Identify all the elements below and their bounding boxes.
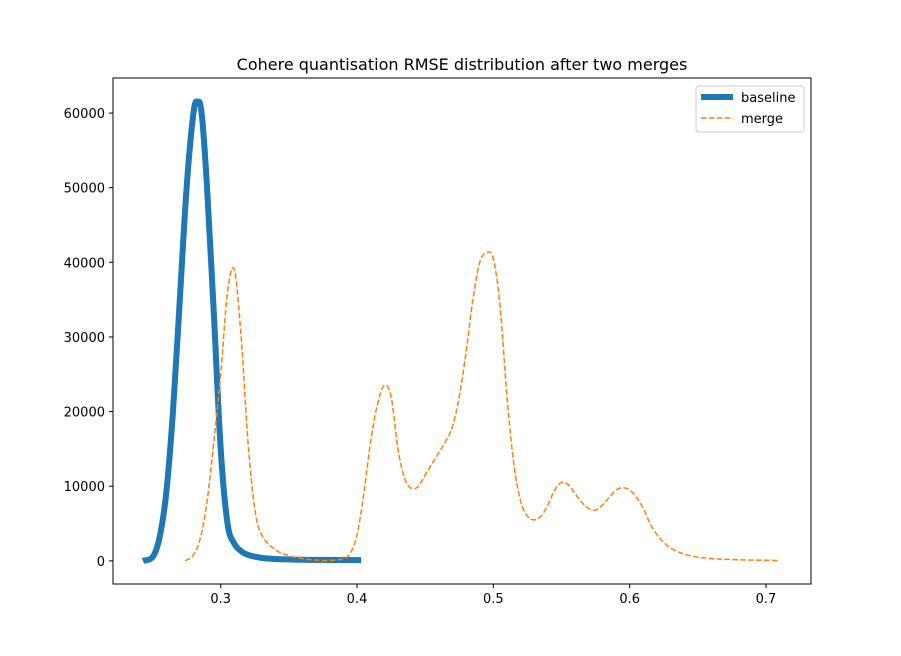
y-tick-label: 0	[97, 555, 105, 570]
legend: baseline merge	[695, 85, 805, 133]
y-tick-label: 20000	[64, 406, 105, 421]
y-tick-label: 60000	[64, 107, 105, 122]
axes-frame	[112, 77, 812, 585]
chart-title: Cohere quantisation RMSE distribution af…	[237, 55, 688, 74]
y-axis: 0 10000 20000 30000 40000 50000 60000	[64, 107, 113, 570]
x-tick-label: 0.5	[483, 592, 504, 607]
plot-area	[141, 98, 780, 564]
y-tick-label: 30000	[64, 331, 105, 346]
series-layer	[141, 98, 780, 564]
series-line-merge	[184, 251, 780, 562]
x-tick-label: 0.6	[619, 592, 640, 607]
y-tick-label: 50000	[64, 182, 105, 197]
series-line-baseline	[141, 98, 362, 564]
legend-label-baseline: baseline	[741, 91, 795, 106]
x-axis: 0.3 0.4 0.5 0.6 0.7	[210, 584, 776, 607]
legend-label-merge: merge	[741, 112, 783, 127]
y-tick-label: 10000	[64, 480, 105, 495]
x-tick-label: 0.7	[756, 592, 777, 607]
y-tick-label: 40000	[64, 256, 105, 271]
x-tick-label: 0.4	[347, 592, 368, 607]
x-tick-label: 0.3	[210, 592, 231, 607]
